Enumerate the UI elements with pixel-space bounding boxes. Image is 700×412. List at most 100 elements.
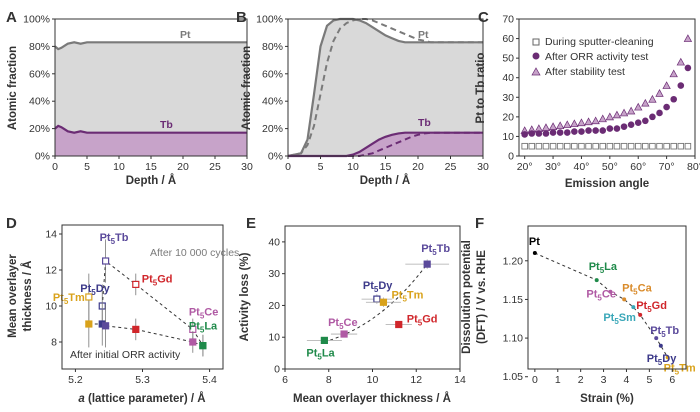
panel-d-y-label-line1: Mean overlayer: [7, 254, 19, 338]
compound-label: Pt5Dy: [363, 280, 393, 294]
compound-label: Pt5Tm: [53, 292, 85, 306]
after-cycles-trend: [101, 260, 204, 346]
compound-label: Pt5Dy: [647, 353, 677, 367]
orr-point: [649, 113, 656, 121]
y-tick-label: 10: [268, 332, 280, 344]
panel-f-x-label: Strain (%): [580, 393, 634, 405]
x-tick-label: 30: [241, 161, 253, 173]
orr-point: [578, 128, 585, 135]
sputter-point: [656, 142, 663, 150]
x-tick-label: 50°: [602, 161, 618, 173]
y-tick-label: 12: [45, 265, 57, 277]
sputter-point: [585, 142, 592, 150]
stability-point: [591, 116, 600, 125]
panel-b-pt-annotation: Pt: [418, 29, 429, 41]
panel-a-plot: [54, 41, 247, 156]
stability-point: [619, 108, 629, 117]
initial-trend: [88, 323, 204, 347]
stability-point: [676, 57, 685, 66]
panel-c-y-label: Pt to Tb ratio: [475, 53, 487, 124]
y-tick-label: 8: [51, 337, 57, 349]
panel-d-x-label: a (lattice parameter) / Å: [78, 392, 205, 405]
y-tick-label: 1.20: [503, 255, 524, 267]
compound-label: Pt5La: [589, 261, 618, 275]
legend-label-orr: After ORR activity test: [545, 51, 648, 63]
panel-a-x-label: Depth / Å: [126, 174, 176, 187]
y-tick-label: 70: [502, 14, 514, 26]
orr-point: [627, 121, 635, 128]
panel-b: B 0 5 10 15 20 25 30 0% 20% 40% 60% 80% 100% Depth …: [236, 9, 489, 187]
sputter-point: [556, 142, 564, 150]
panel-d-annotation-cycles: After 10 000 cycles: [150, 247, 239, 259]
data-point: [395, 320, 403, 329]
panel-f-label: F: [475, 215, 484, 232]
orr-point: [571, 128, 578, 135]
x-tick-label: 10: [367, 374, 379, 386]
y-tick-label: 0: [274, 364, 280, 376]
orr-point: [585, 127, 592, 134]
stability-point: [634, 102, 643, 111]
orr-point: [563, 129, 571, 136]
x-tick-label: 1: [555, 374, 561, 386]
pt-area: [55, 42, 247, 156]
data-point: [622, 297, 627, 302]
y-tick-label: 60%: [29, 68, 50, 80]
y-tick-label: 14: [45, 229, 57, 241]
panel-d-x-label-symbol: a: [78, 393, 85, 405]
x-tick-label: 15: [380, 161, 392, 173]
panel-c-plot: [520, 34, 693, 150]
panel-e-y-ticks: 0 10 20 30 40: [268, 236, 285, 376]
sputter-point: [670, 142, 677, 150]
panel-c-y-ticks: 0 10 20 30 40 50 60 70: [502, 14, 519, 163]
tb-line: [288, 131, 483, 158]
x-tick-label: 70°: [659, 161, 675, 173]
y-tick-label: 100%: [256, 14, 283, 26]
x-tick-label: 0: [285, 161, 291, 173]
x-tick-label: 25: [209, 161, 221, 173]
tb-area: [288, 132, 483, 156]
sputter-point: [663, 142, 670, 150]
x-tick-label: 5.4: [202, 374, 217, 386]
x-tick-label: 25: [445, 161, 457, 173]
x-tick-label: 10: [347, 161, 359, 173]
sputter-point: [564, 142, 571, 150]
trend-line: [534, 252, 669, 358]
sputter-point: [606, 142, 614, 150]
panel-d-label: D: [6, 215, 17, 232]
sputter-point: [592, 142, 599, 150]
x-tick-label: 5: [84, 161, 90, 173]
orr-point: [663, 103, 670, 111]
orr-point: [599, 127, 607, 134]
sputter-point: [677, 142, 685, 150]
x-tick-label: 30: [477, 161, 489, 173]
y-tick-label: 20%: [262, 123, 283, 135]
y-tick-label: 50: [502, 53, 514, 65]
x-tick-label: 3: [601, 374, 607, 386]
sputter-point: [634, 142, 642, 150]
sputter-point: [649, 142, 656, 150]
panel-c-label: C: [478, 9, 489, 26]
compound-label: Pt5Tm: [664, 362, 696, 376]
panel-a-x-ticks: 0 5 10 15 20 25 30: [52, 156, 253, 173]
orr-point: [613, 125, 621, 132]
initial-point: [199, 342, 207, 350]
panel-a-y-label: Atomic fraction: [7, 46, 19, 130]
stability-point: [605, 112, 615, 121]
y-tick-label: 10: [502, 131, 514, 143]
panel-a-y-ticks: 0% 20% 40% 60% 80% 100%: [23, 14, 55, 163]
orr-point: [656, 109, 663, 117]
panel-f-y-label-line1: Dissolution potential: [461, 240, 473, 354]
sputter-point: [535, 142, 543, 150]
panel-d-x-label-text: (lattice parameter) / Å: [85, 392, 206, 405]
panel-c-x-ticks: 20° 30° 40° 50° 60° 70° 80°: [517, 156, 700, 173]
panel-d-annotation-initial: After initial ORR activity: [70, 349, 181, 361]
compound-label: Pt5Ce: [189, 306, 219, 320]
panel-d-frame: [61, 224, 224, 370]
orr-point: [542, 130, 550, 137]
x-tick-label: 12: [410, 374, 422, 386]
panel-b-x-label: Depth / Å: [360, 174, 410, 187]
y-tick-label: 0%: [268, 151, 283, 163]
